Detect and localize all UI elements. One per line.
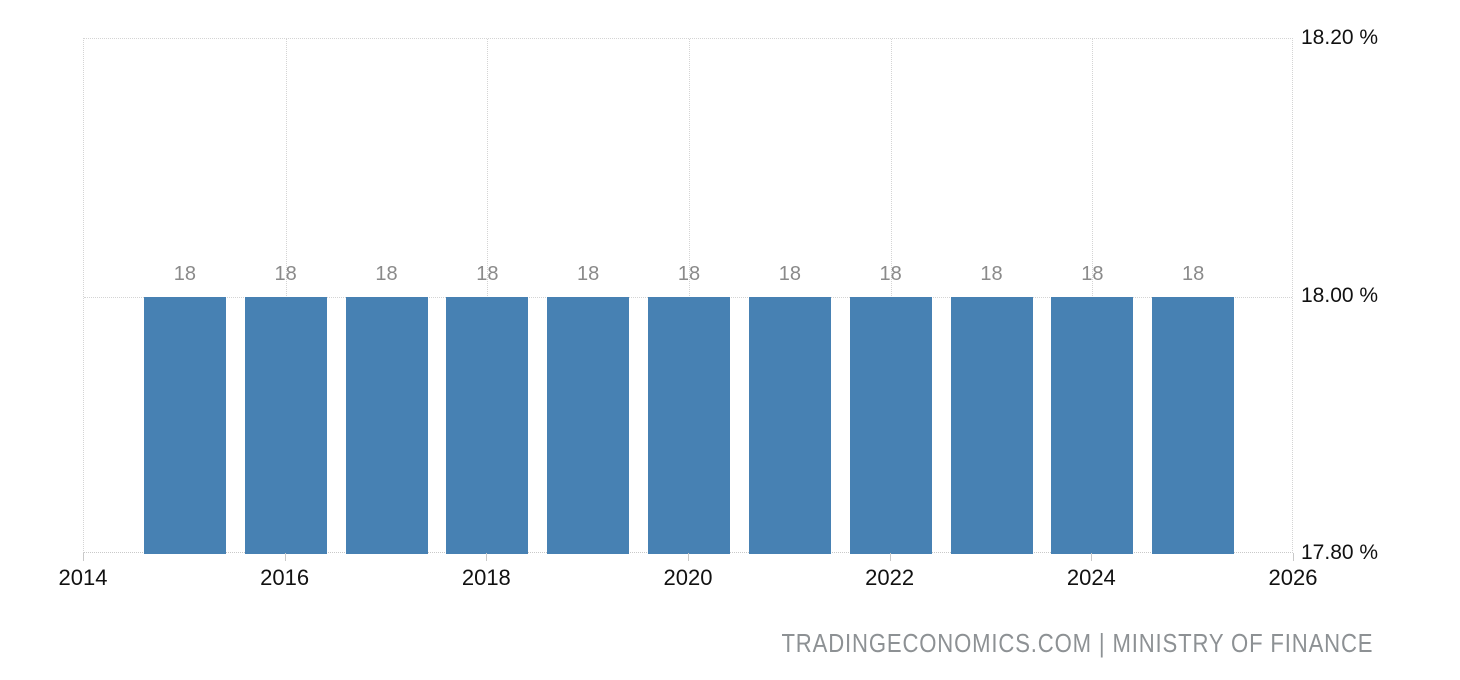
bar-value-label-2023: 18 bbox=[980, 262, 1003, 285]
x-axis-label-2020: 2020 bbox=[663, 565, 713, 590]
bar-value-label-2015: 18 bbox=[173, 262, 196, 285]
x-tick-mark-2024 bbox=[1091, 553, 1093, 561]
x-axis-label-2014: 2014 bbox=[58, 565, 108, 590]
x-tick-mark-2014 bbox=[83, 553, 84, 561]
bar-2015[interactable] bbox=[143, 296, 226, 554]
x-axis-label-2024: 2024 bbox=[1066, 565, 1116, 590]
bar-value-label-2025: 18 bbox=[1182, 262, 1205, 285]
bar-2016[interactable] bbox=[244, 296, 327, 554]
vertical-gridline-2018 bbox=[487, 39, 489, 552]
x-axis-label-2018: 2018 bbox=[461, 565, 511, 590]
vertical-gridline-2016 bbox=[285, 39, 287, 552]
bar-2022[interactable] bbox=[849, 296, 932, 554]
x-tick-mark-2018 bbox=[486, 553, 488, 561]
bar-2023[interactable] bbox=[950, 296, 1033, 554]
x-tick-mark-2020 bbox=[688, 553, 689, 561]
bar-value-label-2024: 18 bbox=[1081, 262, 1104, 285]
bar-value-label-2021: 18 bbox=[778, 262, 801, 285]
x-tick-mark-2026 bbox=[1293, 553, 1294, 561]
bar-2021[interactable] bbox=[748, 296, 831, 554]
x-axis-label-2016: 2016 bbox=[260, 565, 310, 590]
chart-attribution: TRADINGECONOMICS.COM | MINISTRY OF FINAN… bbox=[781, 628, 1373, 658]
x-tick-mark-2022 bbox=[889, 553, 891, 561]
bar-2025[interactable] bbox=[1152, 296, 1235, 554]
bar-2018[interactable] bbox=[446, 296, 529, 554]
y-axis-label-17.80%: 17.80 % bbox=[1301, 541, 1379, 564]
plot-area: 18 18 18 18 18 18 18 18 18 18 18 bbox=[83, 38, 1293, 554]
bar-2019[interactable] bbox=[547, 296, 630, 554]
vertical-gridline-2022 bbox=[890, 39, 892, 552]
bar-value-label-2017: 18 bbox=[375, 262, 398, 285]
bar-value-label-2016: 18 bbox=[274, 262, 297, 285]
y-axis-label-18.20%: 18.20 % bbox=[1301, 26, 1379, 49]
bar-2024[interactable] bbox=[1051, 296, 1134, 554]
bar-value-label-2018: 18 bbox=[476, 262, 499, 285]
x-tick-mark-2016 bbox=[284, 553, 286, 561]
vertical-gridline-2024 bbox=[1092, 39, 1094, 552]
bar-2020[interactable] bbox=[648, 296, 730, 554]
bar-value-label-2022: 18 bbox=[879, 262, 902, 285]
x-axis-label-2026: 2026 bbox=[1268, 565, 1318, 590]
bar-value-label-2020: 18 bbox=[677, 262, 701, 285]
bar-value-label-2019: 18 bbox=[577, 262, 600, 285]
bar-2017[interactable] bbox=[345, 296, 428, 554]
vertical-gridline-2020 bbox=[689, 39, 690, 552]
y-axis-label-18.00%: 18.00 % bbox=[1301, 283, 1379, 307]
x-axis-label-2022: 2022 bbox=[865, 565, 915, 590]
